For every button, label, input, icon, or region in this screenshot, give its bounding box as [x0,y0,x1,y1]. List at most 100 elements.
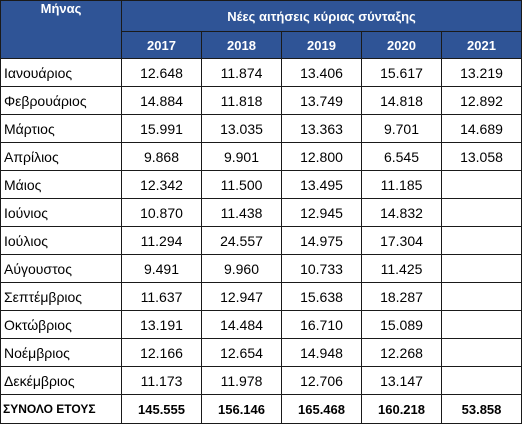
value-cell: 15.089 [361,310,442,339]
month-cell: Ιούνιος [0,198,122,227]
table-row: Αύγουστος 9.491 9.960 10.733 11.425 [0,254,522,283]
value-cell: 9.701 [361,114,442,143]
month-cell: Οκτώβριος [0,310,122,339]
value-cell: 13.147 [361,366,442,395]
value-cell: 11.425 [361,254,442,283]
value-cell: 13.495 [281,170,362,199]
value-cell: 12.654 [201,338,282,367]
value-cell: 18.287 [361,282,442,311]
total-value-cell: 53.858 [440,394,522,424]
month-column-header: Μήνας [0,0,122,59]
value-cell: 14.689 [440,114,522,143]
group-column-header: Νέες αιτήσεις κύριας σύνταξης [120,0,522,32]
value-cell: 12.268 [361,338,442,367]
value-cell: 10.870 [121,198,202,227]
value-cell: 11.500 [201,170,282,199]
value-cell: 14.975 [281,226,362,255]
month-cell: Μάιος [0,170,122,199]
table-row: Νοέμβριος 12.166 12.654 14.948 12.268 [0,338,522,367]
month-cell: Νοέμβριος [0,338,122,367]
header-row-years: 2017 2018 2019 2020 2021 [1,31,522,59]
value-cell [440,338,522,367]
header-row-group: Μήνας Νέες αιτήσεις κύριας σύνταξης [0,0,522,59]
month-cell: Φεβρουάριος [0,86,122,115]
value-cell: 11.438 [201,198,282,227]
month-cell: Μάρτιος [0,114,122,143]
value-cell: 12.342 [121,170,202,199]
value-cell: 12.166 [121,338,202,367]
value-cell [440,198,522,227]
table-row: Οκτώβριος 13.191 14.484 16.710 15.089 [0,310,522,339]
table-row: Ιανουάριος 12.648 11.874 13.406 15.617 13.219 [0,58,522,87]
value-cell: 14.884 [121,86,202,115]
value-cell: 11.818 [201,86,282,115]
month-cell: Σεπτέμβριος [0,282,122,311]
table-row: Δεκέμβριος 11.173 11.978 12.706 13.147 [0,366,522,395]
year-column-header: 2021 [440,31,522,59]
year-column-header: 2020 [361,31,442,59]
month-cell: Ιούλιος [0,226,122,255]
value-cell: 12.947 [201,282,282,311]
value-cell [440,366,522,395]
value-cell: 13.363 [281,114,362,143]
year-column-header: 2017 [121,31,202,59]
value-cell: 6.545 [361,142,442,171]
value-cell: 15.638 [281,282,362,311]
value-cell: 15.617 [361,58,442,87]
value-cell: 13.191 [121,310,202,339]
value-cell: 12.648 [121,58,202,87]
value-cell: 9.901 [201,142,282,171]
value-cell: 15.991 [121,114,202,143]
value-cell [440,282,522,311]
value-cell: 24.557 [201,226,282,255]
table-row: Ιούνιος 10.870 11.438 12.945 14.832 [0,198,522,227]
month-cell: Ιανουάριος [0,58,122,87]
total-value-cell: 145.555 [121,394,202,424]
value-cell: 13.406 [281,58,362,87]
total-label: ΣΥΝΟΛΟ ΕΤΟΥΣ [0,394,122,424]
table-row: Ιούλιος 11.294 24.557 14.975 17.304 [0,226,522,255]
value-cell: 14.948 [281,338,362,367]
month-cell: Απρίλιος [0,142,122,171]
table-row: Φεβρουάριος 14.884 11.818 13.749 14.818 12.89… [0,86,522,115]
value-cell: 9.868 [121,142,202,171]
value-cell: 11.185 [361,170,442,199]
value-cell: 13.058 [440,142,522,171]
value-cell [440,310,522,339]
value-cell: 12.706 [281,366,362,395]
year-column-header: 2019 [281,31,362,59]
total-value-cell: 160.218 [361,394,442,424]
value-cell [440,226,522,255]
value-cell: 14.818 [361,86,442,115]
value-cell: 17.304 [361,226,442,255]
table-header: Μήνας Νέες αιτήσεις κύριας σύνταξης 2017… [0,0,522,59]
value-cell: 16.710 [281,310,362,339]
value-cell: 14.484 [201,310,282,339]
value-cell: 12.945 [281,198,362,227]
value-cell: 13.219 [440,58,522,87]
value-cell [440,254,522,283]
value-cell: 14.832 [361,198,442,227]
table-body: Ιανουάριος 12.648 11.874 13.406 15.617 13.219… [0,58,522,424]
month-cell: Δεκέμβριος [0,366,122,395]
value-cell: 11.637 [121,282,202,311]
value-cell: 12.892 [440,86,522,115]
table-row: Σεπτέμβριος 11.637 12.947 15.638 18.287 [0,282,522,311]
table-row: Μάιος 12.342 11.500 13.495 11.185 [0,170,522,199]
value-cell: 11.874 [201,58,282,87]
value-cell: 9.491 [121,254,202,283]
value-cell: 9.960 [201,254,282,283]
year-column-header: 2018 [201,31,282,59]
value-cell [440,170,522,199]
pension-applications-table: Μήνας Νέες αιτήσεις κύριας σύνταξης 2017… [0,0,522,424]
value-cell: 13.035 [201,114,282,143]
table-row: Απρίλιος 9.868 9.901 12.800 6.545 13.058 [0,142,522,171]
table-row: Μάρτιος 15.991 13.035 13.363 9.701 14.689 [0,114,522,143]
total-value-cell: 165.468 [281,394,362,424]
value-cell: 12.800 [281,142,362,171]
total-row: ΣΥΝΟΛΟ ΕΤΟΥΣ 145.555 156.146 165.468 160.218… [0,394,522,424]
value-cell: 13.749 [281,86,362,115]
total-value-cell: 156.146 [201,394,282,424]
value-cell: 11.173 [121,366,202,395]
